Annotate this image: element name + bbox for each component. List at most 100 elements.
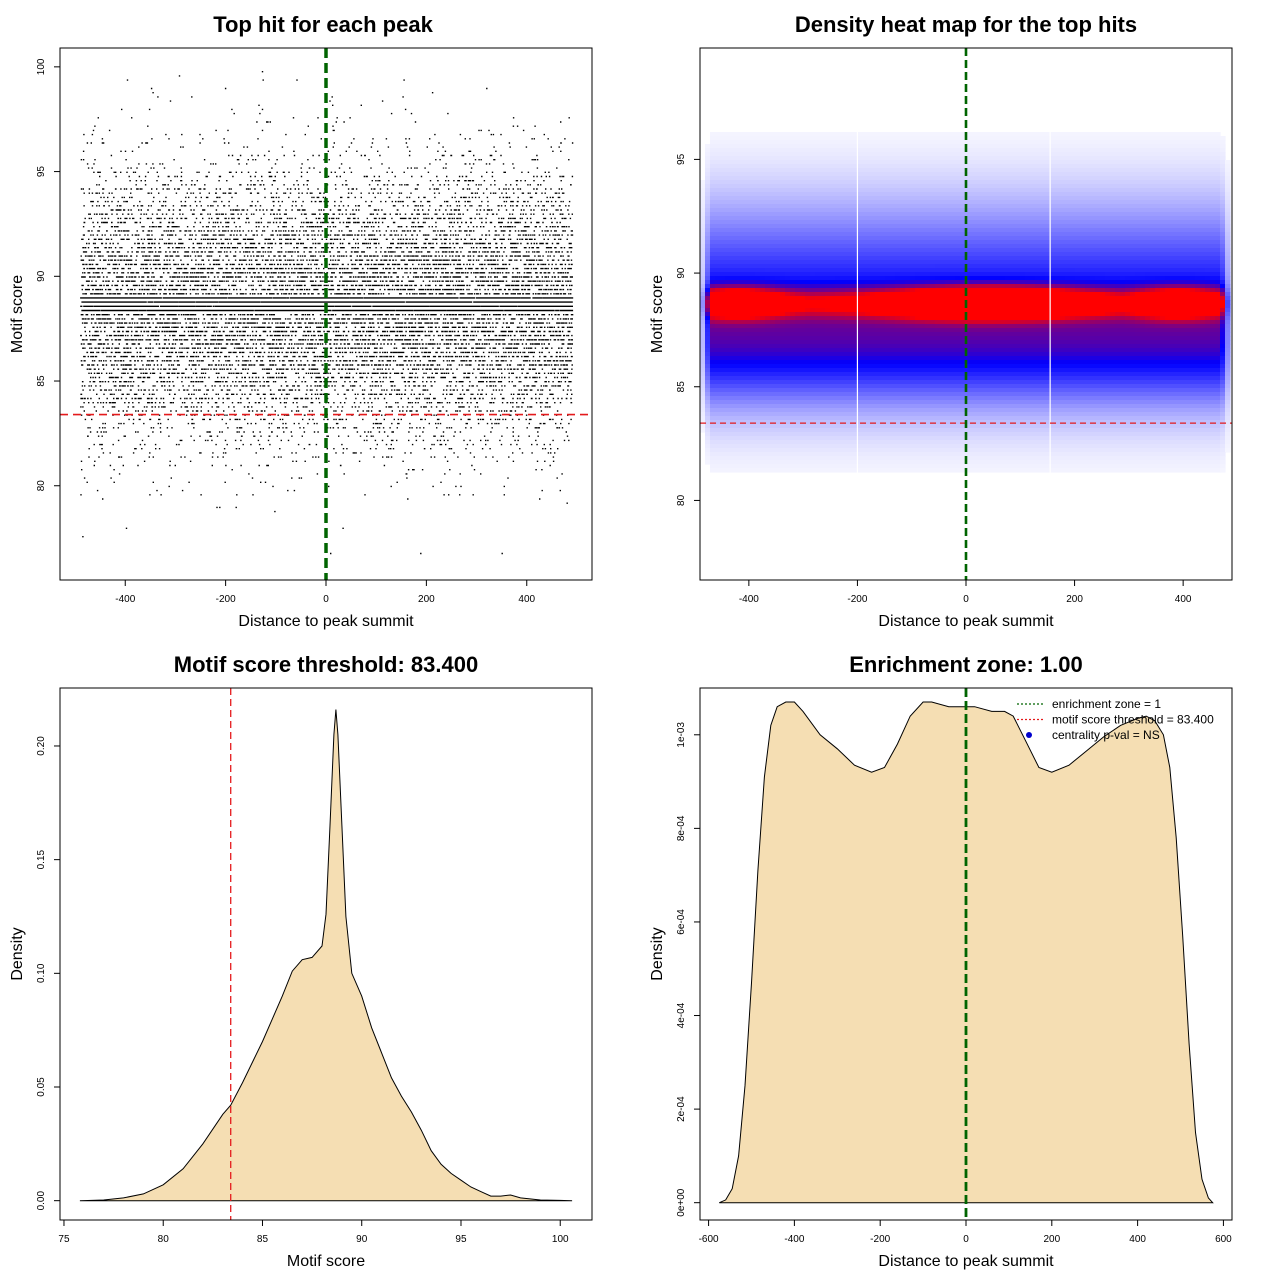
heat-cell — [1015, 140, 1021, 145]
heat-cell — [1030, 296, 1036, 301]
heat-cell — [1100, 200, 1106, 205]
heat-cell — [755, 272, 761, 277]
heat-cell — [815, 172, 821, 177]
scatter-ylabel: Motif score — [9, 275, 26, 353]
heat-cell — [950, 148, 956, 153]
heat-cell — [730, 136, 736, 141]
heat-cell — [1165, 176, 1171, 181]
heat-cell — [1150, 268, 1156, 273]
heat-cell — [705, 272, 711, 277]
heat-cell — [1165, 136, 1171, 141]
heat-cell — [900, 180, 906, 185]
heat-cell — [890, 164, 896, 169]
heat-cell — [1200, 284, 1206, 289]
heat-cell — [1165, 316, 1171, 321]
heat-cell — [1195, 256, 1201, 261]
heat-cell — [730, 260, 736, 265]
heat-cell — [795, 148, 801, 153]
heat-cell — [1185, 316, 1191, 321]
heat-cell — [715, 200, 721, 205]
heat-cell — [935, 196, 941, 201]
heat-cell — [1120, 200, 1126, 205]
heat-cell — [840, 208, 846, 213]
heat-cell — [965, 200, 971, 205]
heat-cell — [1010, 136, 1016, 141]
heat-cell — [735, 276, 741, 281]
heat-cell — [1040, 244, 1046, 249]
heat-cell — [1015, 164, 1021, 169]
heat-cell — [1040, 220, 1046, 225]
heat-cell — [945, 316, 951, 321]
heat-cell — [900, 196, 906, 201]
heat-cell — [985, 268, 991, 273]
heat-cell — [1200, 220, 1206, 225]
heat-cell — [900, 316, 906, 321]
heat-cell — [1065, 212, 1071, 217]
heat-cell — [870, 308, 876, 313]
heat-cell — [705, 224, 711, 229]
heat-cell — [1160, 308, 1166, 313]
heat-cell — [1075, 196, 1081, 201]
heat-cell — [980, 164, 986, 169]
heat-cell — [810, 300, 816, 305]
heat-cell — [1220, 296, 1226, 301]
heat-cell — [790, 268, 796, 273]
heat-cell — [800, 296, 806, 301]
heat-cell — [875, 288, 881, 293]
heat-cell — [1105, 300, 1111, 305]
heat-cell — [1020, 288, 1026, 293]
heat-cell — [850, 236, 856, 241]
heat-cell — [1000, 160, 1006, 165]
heat-cell — [1210, 196, 1216, 201]
heat-cell — [1160, 316, 1166, 321]
heat-cell — [885, 204, 891, 209]
heat-cell — [850, 160, 856, 165]
heat-cell — [1085, 288, 1091, 293]
heat-cell — [825, 264, 831, 269]
heat-cell — [1025, 224, 1031, 229]
heat-cell — [810, 148, 816, 153]
heat-cell — [975, 176, 981, 181]
heat-cell — [1130, 272, 1136, 277]
heat-cell — [1015, 276, 1021, 281]
heat-cell — [1135, 188, 1141, 193]
heat-cell — [1065, 244, 1071, 249]
heat-cell — [1175, 212, 1181, 217]
heat-cell — [820, 280, 826, 285]
heat-cell — [740, 176, 746, 181]
heat-cell — [795, 260, 801, 265]
heat-cell — [770, 220, 776, 225]
heat-cell — [1150, 232, 1156, 237]
heat-cell — [995, 316, 1001, 321]
heat-cell — [1050, 268, 1056, 273]
heat-cell — [930, 216, 936, 221]
heat-cell — [975, 200, 981, 205]
heat-cell — [980, 244, 986, 249]
heat-cell — [1035, 276, 1041, 281]
heat-cell — [845, 280, 851, 285]
heat-cell — [865, 224, 871, 229]
heat-cell — [730, 212, 736, 217]
heat-cell — [975, 184, 981, 189]
heat-cell — [700, 232, 706, 237]
heat-cell — [1070, 140, 1076, 145]
heat-cell — [870, 156, 876, 161]
heat-cell — [1060, 176, 1066, 181]
heat-cell — [1130, 228, 1136, 233]
heat-cell — [770, 208, 776, 213]
heat-cell — [910, 288, 916, 293]
heat-cell — [700, 180, 706, 185]
heat-cell — [725, 276, 731, 281]
heat-cell — [1115, 232, 1121, 237]
heat-cell — [1190, 168, 1196, 173]
heat-cell — [885, 300, 891, 305]
heat-cell — [930, 300, 936, 305]
heat-cell — [1200, 192, 1206, 197]
heat-cell — [895, 188, 901, 193]
heat-cell — [800, 224, 806, 229]
heat-cell — [1125, 184, 1131, 189]
heat-cell — [1135, 204, 1141, 209]
heat-cell — [1195, 160, 1201, 165]
heat-cell — [910, 212, 916, 217]
heat-cell — [905, 232, 911, 237]
